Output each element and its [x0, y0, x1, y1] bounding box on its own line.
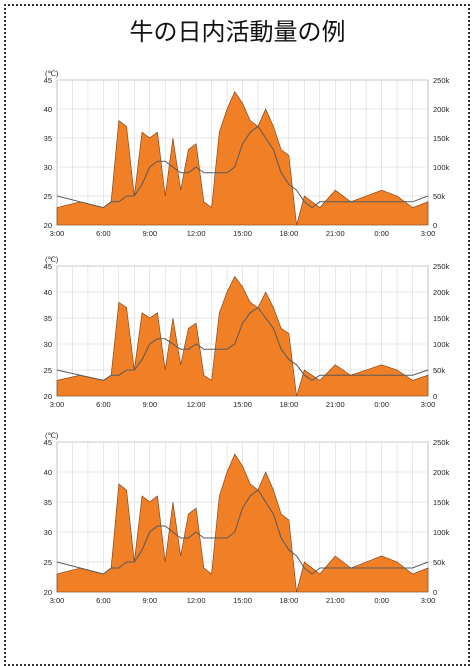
x-tick-label: 3:00 — [421, 596, 436, 605]
left-tick-label: 40 — [44, 468, 52, 477]
x-tick-label: 9:00 — [142, 596, 157, 605]
left-tick-label: 30 — [44, 528, 52, 537]
left-tick-label: 45 — [44, 76, 52, 85]
left-tick-label: 45 — [44, 438, 52, 447]
x-tick-label: 21:00 — [326, 596, 345, 605]
right-tick-label: 100k — [433, 163, 450, 172]
x-tick-label: 3:00 — [50, 400, 65, 409]
x-tick-label: 18:00 — [279, 596, 298, 605]
chart-panel-3: (℃) 20 25 30 35 40 45 0 50k 100k 150k 200k 250k 3:00 6… — [44, 431, 450, 605]
right-tick-label: 0 — [433, 392, 437, 401]
chart-panel-1: (℃) 20 25 30 35 40 45 0 50k 100k 150k 200k 250k 3:00 6… — [44, 69, 450, 238]
right-tick-label: 200k — [433, 105, 450, 114]
right-tick-label: 0 — [433, 221, 437, 230]
x-tick-label: 3:00 — [421, 400, 436, 409]
right-tick-label: 200k — [433, 288, 450, 297]
x-tick-label: 12:00 — [187, 400, 206, 409]
left-tick-label: 35 — [44, 314, 52, 323]
activity-area — [56, 453, 429, 593]
left-axis-unit: (℃) — [45, 431, 59, 440]
right-tick-label: 50k — [433, 366, 445, 375]
left-tick-label: 30 — [44, 340, 52, 349]
left-tick-label: 40 — [44, 288, 52, 297]
right-tick-label: 250k — [433, 262, 450, 271]
right-tick-label: 250k — [433, 76, 450, 85]
left-tick-label: 25 — [44, 558, 52, 567]
temperature-line — [56, 306, 429, 382]
right-tick-label: 50k — [433, 192, 445, 201]
temperature-line — [56, 489, 429, 575]
x-tick-label: 3:00 — [50, 229, 65, 238]
left-tick-label: 35 — [44, 134, 52, 143]
x-tick-label: 6:00 — [96, 596, 111, 605]
activity-area — [56, 90, 429, 226]
right-tick-label: 200k — [433, 468, 450, 477]
x-tick-label: 21:00 — [326, 400, 345, 409]
left-tick-label: 35 — [44, 498, 52, 507]
x-tick-label: 0:00 — [374, 596, 389, 605]
right-tick-label: 100k — [433, 528, 450, 537]
x-tick-label: 9:00 — [142, 400, 157, 409]
x-tick-label: 9:00 — [142, 229, 157, 238]
x-tick-label: 12:00 — [187, 596, 206, 605]
x-tick-label: 0:00 — [374, 229, 389, 238]
right-tick-label: 150k — [433, 134, 450, 143]
x-tick-label: 6:00 — [96, 229, 111, 238]
left-axis-unit: (℃) — [45, 69, 59, 78]
figure-title: 牛の日内活動量の例 — [129, 18, 346, 46]
x-tick-label: 3:00 — [50, 596, 65, 605]
x-tick-label: 15:00 — [233, 400, 252, 409]
right-tick-label: 150k — [433, 498, 450, 507]
x-tick-label: 12:00 — [187, 229, 206, 238]
left-tick-label: 45 — [44, 262, 52, 271]
right-tick-label: 50k — [433, 558, 445, 567]
right-tick-label: 250k — [433, 438, 450, 447]
x-tick-label: 0:00 — [374, 400, 389, 409]
left-tick-label: 25 — [44, 366, 52, 375]
x-tick-label: 18:00 — [279, 229, 298, 238]
left-tick-label: 20 — [44, 588, 52, 597]
right-tick-label: 150k — [433, 314, 450, 323]
x-tick-label: 6:00 — [96, 400, 111, 409]
x-tick-label: 21:00 — [326, 229, 345, 238]
right-tick-label: 0 — [433, 588, 437, 597]
left-tick-label: 30 — [44, 163, 52, 172]
chart-panel-2: (℃) 20 25 30 35 40 45 0 50k 100k 150k 200k 250k 3:00 6… — [44, 255, 450, 409]
x-tick-label: 15:00 — [233, 596, 252, 605]
right-tick-label: 100k — [433, 340, 450, 349]
left-tick-label: 20 — [44, 392, 52, 401]
x-tick-label: 3:00 — [421, 229, 436, 238]
left-tick-label: 25 — [44, 192, 52, 201]
x-tick-label: 15:00 — [233, 229, 252, 238]
left-axis-unit: (℃) — [45, 255, 59, 264]
activity-area — [56, 275, 429, 397]
left-tick-label: 40 — [44, 105, 52, 114]
x-tick-label: 18:00 — [279, 400, 298, 409]
temperature-line — [56, 125, 429, 209]
left-tick-label: 20 — [44, 221, 52, 230]
